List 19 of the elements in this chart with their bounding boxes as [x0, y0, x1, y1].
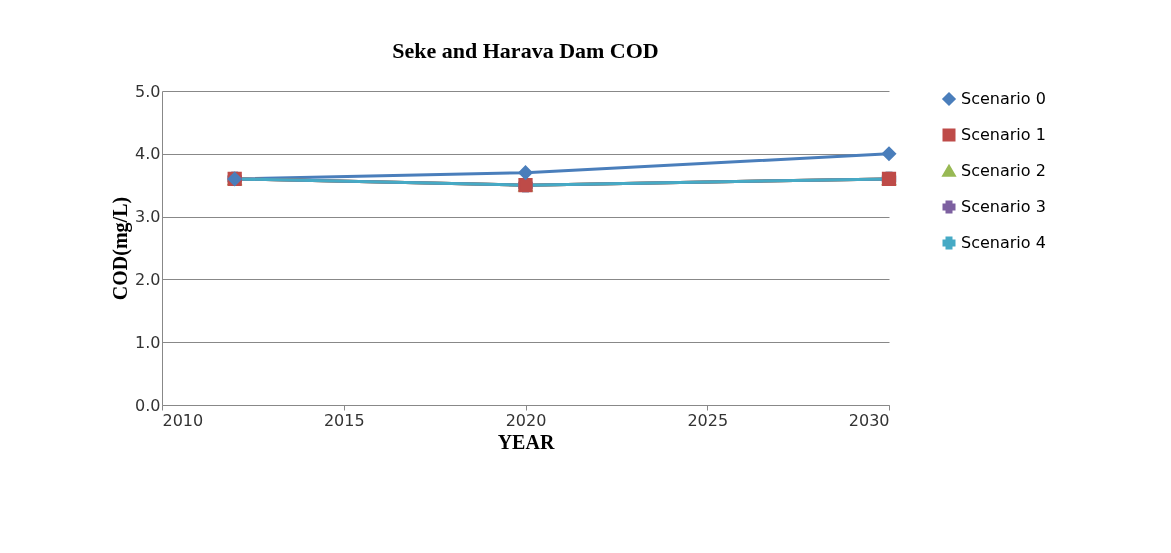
y-tick-label: 5.0 [135, 81, 161, 101]
y-tick-label: 4.0 [135, 144, 161, 164]
legend-label: Scenario 3 [961, 197, 1046, 216]
legend-label: Scenario 1 [961, 125, 1046, 144]
chart-title: Seke and Harava Dam COD [392, 38, 659, 63]
x-tick-label: 2020 [505, 410, 547, 430]
legend-label: Scenario 2 [961, 161, 1046, 180]
y-tick-label: 2.0 [135, 269, 161, 289]
x-tick-label: 2030 [848, 410, 890, 430]
x-tick-label: 2025 [687, 410, 729, 430]
y-axis-title: COD(mg/L) [109, 196, 133, 301]
legend-label: Scenario 4 [961, 233, 1046, 252]
y-tick-label: 3.0 [135, 207, 161, 227]
x-tick-label: 2015 [323, 410, 365, 430]
legend-label: Scenario 0 [961, 89, 1046, 108]
x-axis-title: YEAR [497, 430, 555, 453]
y-tick-label: 1.0 [135, 332, 161, 352]
x-tick-label: 2010 [162, 410, 204, 430]
y-tick-label: 0.0 [135, 395, 161, 415]
